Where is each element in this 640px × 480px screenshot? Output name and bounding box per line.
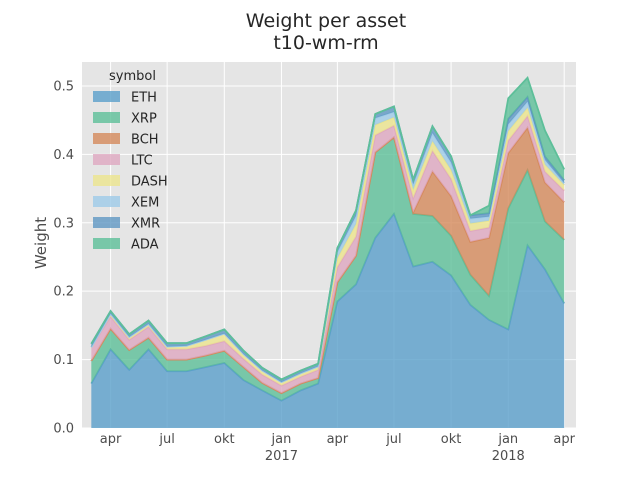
x-tick-year-label: 2018 [492, 449, 525, 464]
legend-swatch-ltc [93, 154, 120, 165]
x-tick-year-label: 2017 [265, 449, 298, 464]
y-axis-ticks: 0.0 0.1 0.2 0.3 0.4 0.5 [53, 79, 74, 436]
chart-subtitle: t10-wm-rm [273, 32, 378, 54]
area-ada [91, 77, 565, 380]
x-tick-label: apr [327, 432, 349, 447]
legend-swatch-dash [93, 175, 120, 186]
x-tick-label: jul [385, 432, 401, 447]
legend-swatch-ada [93, 238, 120, 249]
legend-items: ETH XRP BCH LTC DASH XEM XMR ADA [93, 91, 168, 253]
legend-label-dash: DASH [131, 175, 168, 190]
x-tick-label: jan [271, 432, 292, 447]
x-tick-label: jan [497, 432, 518, 447]
legend-swatch-xmr [93, 217, 120, 228]
area-bch [91, 127, 565, 394]
legend-label-ltc: LTC [131, 154, 153, 169]
legend-swatch-xem [93, 196, 120, 207]
legend-label-eth: ETH [131, 91, 157, 106]
chart-title: Weight per asset [246, 10, 406, 32]
legend-label-xmr: XMR [131, 217, 160, 232]
legend-label-ada: ADA [131, 238, 159, 253]
y-axis-label: Weight [32, 217, 50, 269]
x-tick-label: jul [158, 432, 174, 447]
x-tick-label: apr [553, 432, 575, 447]
stacked-areas [90, 76, 565, 428]
y-tick-label: 0.4 [53, 148, 74, 163]
x-tick-label: okt [441, 432, 462, 447]
legend-swatch-bch [93, 133, 120, 144]
area-eth [91, 213, 565, 428]
legend-swatch-eth [93, 91, 120, 102]
y-tick-label: 0.0 [53, 422, 74, 437]
legend-title: symbol [109, 69, 156, 84]
x-tick-label: apr [100, 432, 122, 447]
legend-swatch-xrp [93, 112, 120, 123]
legend-label-xem: XEM [131, 196, 159, 211]
x-tick-label: okt [214, 432, 235, 447]
x-axis-ticks: apr jul okt jan 2017 apr jul okt jan 2018 apr [100, 432, 576, 464]
y-tick-label: 0.2 [53, 285, 74, 300]
legend: symbol ETH XRP BCH LTC DASH XEM XMR ADA [93, 69, 168, 253]
y-tick-label: 0.3 [53, 216, 74, 231]
legend-label-xrp: XRP [131, 112, 157, 127]
legend-label-bch: BCH [131, 133, 159, 148]
y-tick-label: 0.5 [53, 79, 74, 94]
area-line-ada [90, 76, 565, 381]
area-ltc [91, 116, 565, 394]
y-tick-label: 0.1 [53, 353, 74, 368]
